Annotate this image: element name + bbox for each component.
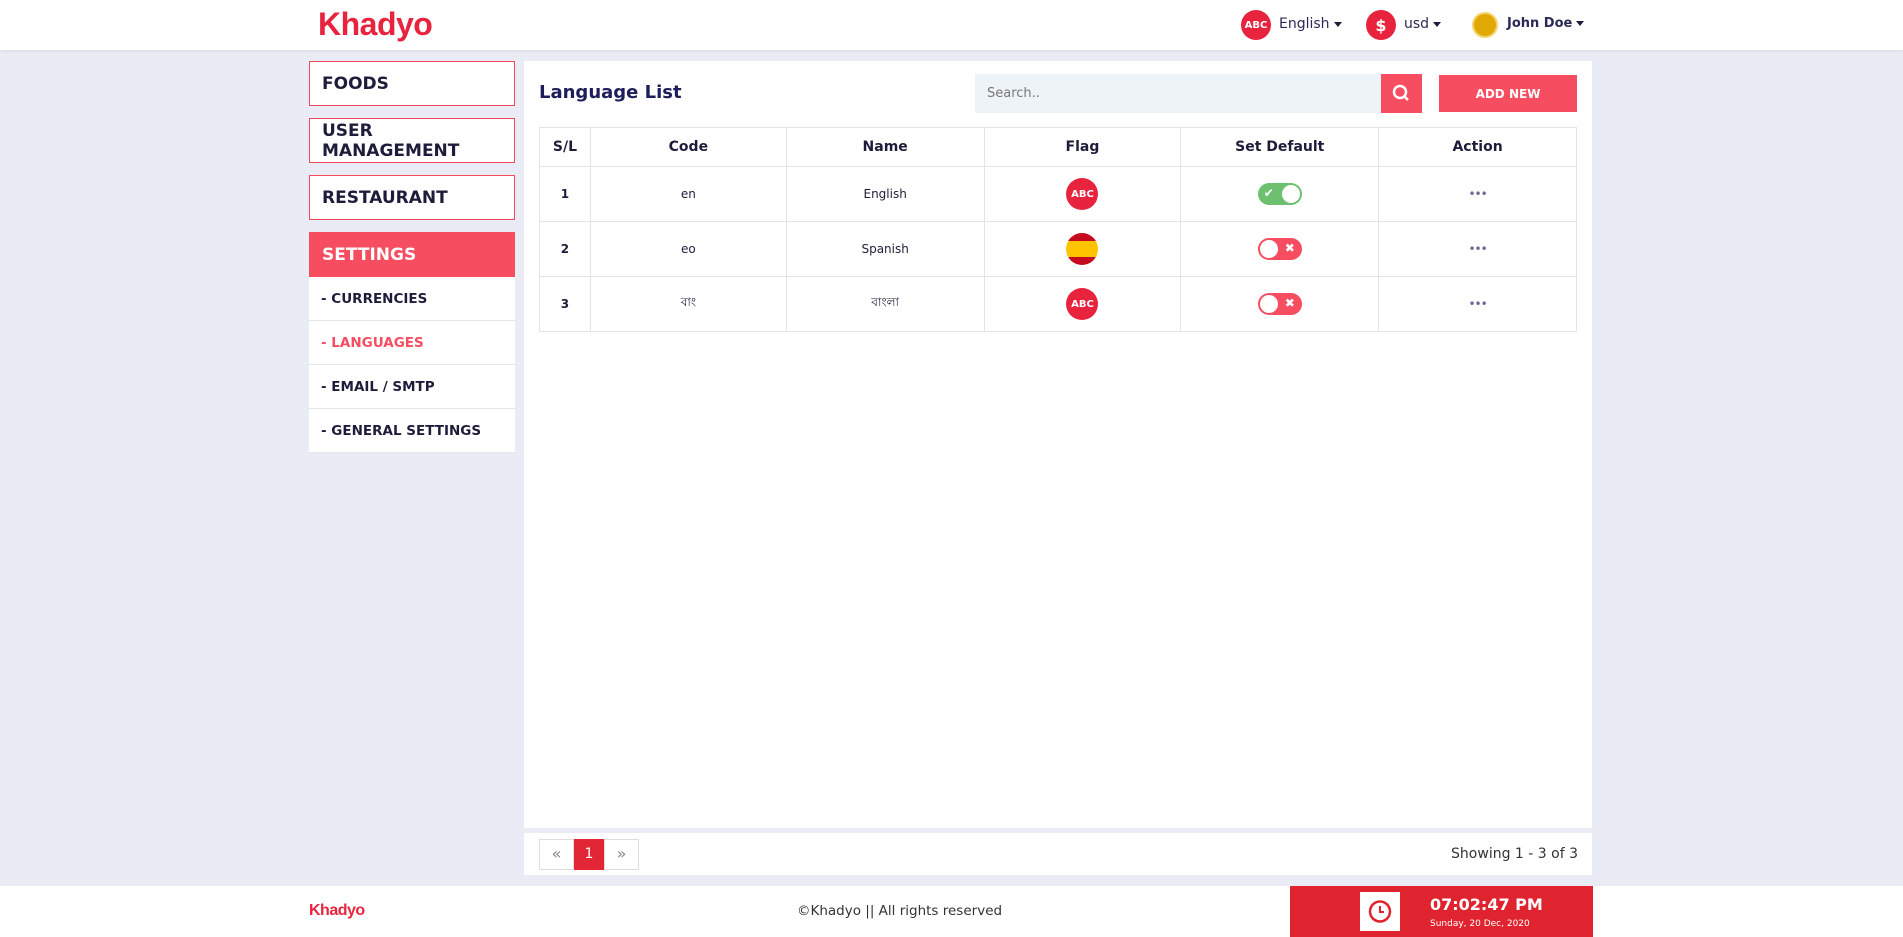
action-menu[interactable]: ••• [1468, 242, 1487, 256]
logo[interactable]: Khadyo [318, 6, 433, 42]
menu-item[interactable]: USER MANAGEMENT [309, 118, 515, 163]
submenu-item[interactable]: - GENERAL SETTINGS [309, 409, 515, 453]
default-toggle[interactable]: ✔ [1257, 183, 1302, 205]
column-header: Set Default [1180, 127, 1380, 167]
sl-cell: 3 [539, 276, 591, 332]
name-cell: বাংলা [785, 276, 985, 332]
action-menu[interactable]: ••• [1468, 187, 1487, 201]
clock-date: Sunday, 20 Dec, 2020 [1430, 919, 1530, 929]
flag-icon [1066, 233, 1099, 265]
pagination-bar [524, 833, 1592, 875]
flag-icon: ABC [1066, 178, 1099, 210]
language-table: S/L Code Name Flag Set Default Action 1 en Engli… [539, 127, 1577, 332]
column-header: Code [589, 127, 787, 167]
pagination-summary: Showing 1 - 3 of 3 [1451, 846, 1578, 862]
default-toggle[interactable]: ✖ [1257, 293, 1302, 315]
avatar [1472, 12, 1498, 38]
language-dropdown[interactable]: English [1279, 16, 1342, 32]
action-menu[interactable]: ••• [1468, 297, 1487, 311]
default-cell: ✖ [1180, 276, 1380, 332]
language-icon: ABC [1241, 10, 1271, 40]
search-button[interactable] [1381, 74, 1422, 113]
copyright: ©Khadyo || All rights reserved [797, 903, 1003, 919]
default-toggle[interactable]: ✖ [1257, 238, 1302, 260]
clock-time: 07:02:47 PM [1430, 895, 1543, 914]
action-cell: ••• [1378, 221, 1577, 277]
user-dropdown[interactable]: John Doe [1507, 16, 1584, 31]
menu-item[interactable]: FOODS [309, 61, 515, 106]
submenu-item[interactable]: - CURRENCIES [309, 277, 515, 321]
action-cell: ••• [1378, 276, 1577, 332]
submenu-item[interactable]: - EMAIL / SMTP [309, 365, 515, 409]
toggle-knob [1281, 185, 1300, 203]
default-cell: ✖ [1180, 221, 1380, 277]
code-cell: বাং [589, 276, 787, 332]
column-header: Action [1378, 127, 1577, 167]
code-cell: eo [589, 221, 787, 277]
toggle-knob [1259, 240, 1278, 258]
clock-icon [1368, 900, 1392, 923]
header: Khadyo ABC English $ usd John Doe [0, 0, 1903, 50]
sl-cell: 1 [539, 166, 591, 222]
flag-cell [983, 221, 1182, 277]
table-row: 1 en English ABC ✔ ••• [539, 166, 1577, 222]
next-page[interactable]: » [604, 839, 639, 870]
currency-dropdown[interactable]: usd [1404, 16, 1441, 32]
name-cell: Spanish [785, 221, 985, 277]
flag-cell: ABC [983, 166, 1182, 222]
column-header: Flag [983, 127, 1182, 167]
action-cell: ••• [1378, 166, 1577, 222]
search-input[interactable]: Search.. [975, 74, 1381, 113]
footer-logo: Khadyo [309, 902, 365, 919]
prev-page[interactable]: « [539, 839, 574, 870]
search-icon [1392, 84, 1409, 101]
default-cell: ✔ [1180, 166, 1380, 222]
table-row: 3 বাং বাংলা ABC ✖ ••• [539, 276, 1577, 332]
column-header: Name [785, 127, 985, 167]
toggle-knob [1259, 295, 1278, 313]
clock-box: 07:02:47 PM Sunday, 20 Dec, 2020 [1290, 886, 1593, 937]
submenu-item[interactable]: - LANGUAGES [309, 321, 515, 365]
name-cell: English [785, 166, 985, 222]
clock-icon-box [1360, 892, 1400, 931]
menu-item[interactable]: RESTAURANT [309, 175, 515, 220]
flag-cell: ABC [983, 276, 1182, 332]
add-new-button[interactable]: ADD NEW [1439, 75, 1577, 112]
code-cell: en [589, 166, 787, 222]
current-page[interactable]: 1 [574, 839, 604, 870]
currency-icon: $ [1366, 10, 1396, 40]
toggle-mark: ✖ [1284, 296, 1295, 310]
page-title: Language List [539, 82, 682, 103]
toggle-mark: ✖ [1284, 241, 1295, 255]
toggle-mark: ✔ [1263, 186, 1274, 200]
flag-icon: ABC [1066, 288, 1099, 320]
menu-item[interactable]: SETTINGS [309, 232, 515, 277]
table-row: 2 eo Spanish ✖ ••• [539, 221, 1577, 277]
sl-cell: 2 [539, 221, 591, 277]
column-header: S/L [539, 127, 591, 167]
